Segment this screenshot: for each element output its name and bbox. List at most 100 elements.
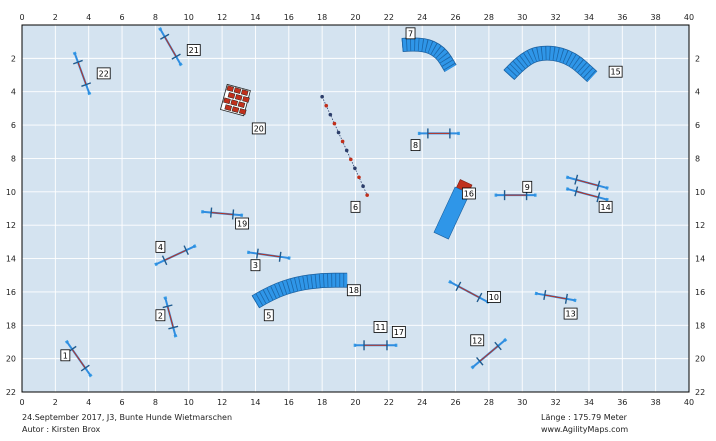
x-tick-label-top: 14 bbox=[250, 13, 260, 22]
x-tick-label-bottom: 8 bbox=[153, 398, 158, 407]
x-tick-label-bottom: 20 bbox=[350, 398, 360, 407]
x-tick-label-bottom: 34 bbox=[584, 398, 594, 407]
y-tick-label-left: 18 bbox=[6, 321, 16, 330]
wall-20 bbox=[219, 83, 251, 117]
label-number: 16 bbox=[464, 189, 474, 198]
obstacle-label-4: 4 bbox=[155, 240, 166, 253]
label-number: 5 bbox=[266, 311, 271, 320]
x-tick-label-bottom: 24 bbox=[417, 398, 427, 407]
obstacle-label-18: 18 bbox=[346, 284, 361, 297]
wall-brick bbox=[230, 99, 239, 107]
y-tick-label-left: 14 bbox=[6, 255, 16, 264]
label-number: 7 bbox=[408, 29, 413, 38]
x-tick-label-bottom: 30 bbox=[517, 398, 527, 407]
wall-brick bbox=[234, 94, 243, 101]
obstacle-label-21: 21 bbox=[186, 44, 201, 56]
hurdle-13 bbox=[534, 289, 577, 304]
obstacle-label-7: 7 bbox=[405, 27, 416, 40]
hurdle-pole bbox=[183, 245, 189, 255]
weave-pole bbox=[353, 166, 357, 171]
x-tick-label-top: 6 bbox=[120, 13, 125, 22]
x-tick-label-top: 32 bbox=[551, 13, 561, 22]
label-number: 20 bbox=[254, 124, 264, 133]
label-number: 1 bbox=[63, 351, 68, 360]
x-tick-label-top: 12 bbox=[217, 13, 227, 22]
course-field bbox=[21, 24, 690, 393]
hurdle-17 bbox=[353, 340, 398, 351]
x-tick-label-top: 40 bbox=[684, 13, 694, 22]
label-number: 3 bbox=[253, 261, 258, 270]
obstacle-label-2: 2 bbox=[155, 309, 166, 322]
tunnel-7 bbox=[401, 37, 457, 72]
x-tick-label-top: 28 bbox=[484, 13, 494, 22]
x-tick-label-top: 20 bbox=[350, 13, 360, 22]
label-box bbox=[155, 240, 166, 253]
y-tick-label-right: 12 bbox=[695, 221, 705, 230]
x-tick-label-top: 16 bbox=[284, 13, 294, 22]
label-box bbox=[251, 122, 266, 135]
wall-brick bbox=[233, 87, 242, 94]
website-link[interactable]: www.AgilityMaps.com bbox=[541, 425, 629, 434]
hurdle-pole bbox=[80, 364, 90, 372]
y-tick-label-right: 16 bbox=[695, 288, 705, 297]
hurdle-bar-stripe bbox=[167, 306, 174, 328]
hurdle-2 bbox=[162, 296, 179, 338]
hurdle-pole bbox=[73, 59, 83, 65]
label-box bbox=[470, 334, 485, 347]
x-tick-label-bottom: 32 bbox=[551, 398, 561, 407]
hurdle-pole bbox=[455, 281, 462, 292]
label-number: 4 bbox=[158, 243, 163, 252]
x-tick-label-top: 4 bbox=[86, 13, 91, 22]
hurdle-pole bbox=[574, 186, 579, 197]
obstacle-label-17: 17 bbox=[391, 326, 406, 338]
x-tick-label-bottom: 26 bbox=[450, 398, 460, 407]
hurdle-pole bbox=[574, 174, 579, 185]
weave-pole bbox=[357, 175, 361, 180]
label-box bbox=[373, 321, 388, 333]
weave-pole bbox=[344, 148, 349, 153]
label-number: 12 bbox=[472, 336, 482, 345]
y-tick-label-right: 20 bbox=[695, 355, 705, 364]
label-number: 6 bbox=[353, 203, 358, 212]
weave-pole bbox=[324, 103, 329, 108]
double-jump-14 bbox=[565, 174, 609, 203]
label-number: 22 bbox=[99, 69, 109, 78]
obstacle-label-10: 10 bbox=[487, 291, 501, 303]
hurdle-pole bbox=[543, 289, 547, 301]
label-box bbox=[598, 200, 613, 213]
label-number: 13 bbox=[566, 310, 576, 319]
x-tick-label-bottom: 36 bbox=[617, 398, 627, 407]
y-tick-label-right: 22 bbox=[695, 388, 705, 397]
course-length: Länge : 175.79 Meter bbox=[541, 413, 627, 422]
obstacle-label-15: 15 bbox=[608, 65, 623, 78]
hurdle-8 bbox=[417, 128, 460, 139]
hurdle-pole bbox=[171, 53, 181, 60]
x-tick-label-bottom: 6 bbox=[120, 398, 125, 407]
x-tick-label-top: 38 bbox=[651, 13, 661, 22]
label-number: 18 bbox=[349, 286, 359, 295]
y-tick-label-left: 10 bbox=[6, 188, 16, 197]
x-tick-label-bottom: 18 bbox=[317, 398, 327, 407]
x-tick-label-bottom: 4 bbox=[86, 398, 91, 407]
axis-ticks: 0022446688101012121414161618182020222224… bbox=[6, 13, 705, 407]
tunnel-body bbox=[252, 273, 348, 308]
y-tick-label-right: 10 bbox=[695, 188, 705, 197]
author-info: Autor : Kirsten Brox bbox=[22, 425, 101, 434]
label-box bbox=[155, 309, 166, 322]
x-tick-label-top: 36 bbox=[617, 13, 627, 22]
hurdle-bar-stripe bbox=[479, 345, 499, 362]
hurdle-bar-stripe bbox=[544, 294, 567, 300]
label-number: 17 bbox=[394, 328, 404, 337]
label-box bbox=[563, 307, 578, 320]
label-box bbox=[487, 291, 501, 303]
x-tick-label-top: 24 bbox=[417, 13, 427, 22]
label-box bbox=[522, 180, 533, 193]
x-tick-label-bottom: 40 bbox=[684, 398, 694, 407]
hurdle-pole bbox=[596, 192, 601, 203]
y-tick-label-left: 12 bbox=[6, 221, 16, 230]
label-box bbox=[186, 44, 201, 56]
field-border bbox=[21, 24, 690, 393]
hurdle-21 bbox=[158, 26, 183, 67]
label-box bbox=[346, 284, 361, 297]
hurdle-pole bbox=[231, 209, 235, 220]
